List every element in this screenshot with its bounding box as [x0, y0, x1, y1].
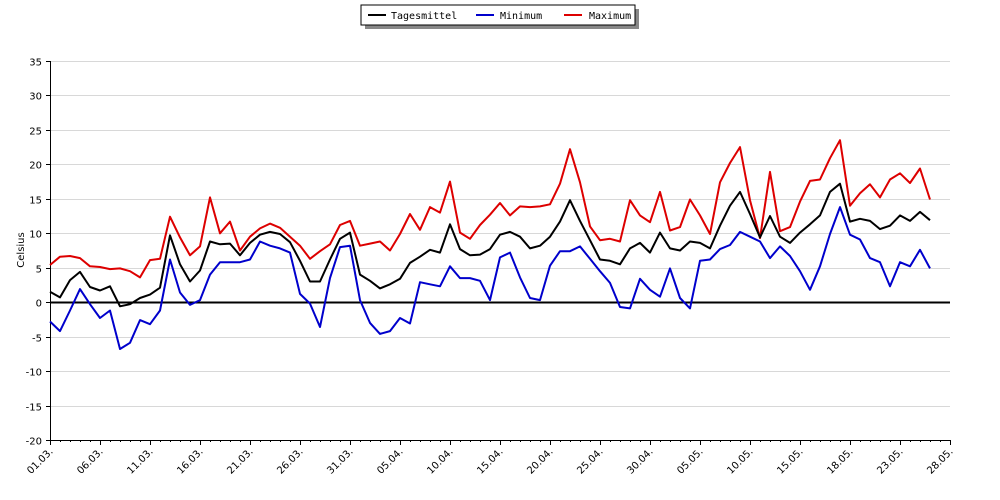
x-tick-label: 11.03. [125, 446, 155, 476]
x-tick-label: 06.03. [75, 446, 105, 476]
x-tick-label: 28.05. [925, 446, 955, 476]
x-tick-label: 31.03. [325, 446, 355, 476]
x-tick-label: 26.03. [275, 446, 305, 476]
y-tick-label: 30 [29, 92, 42, 103]
x-tick-label: 20.04. [525, 446, 555, 476]
series-line-minimum [49, 206, 931, 350]
x-axis: 01.03. 06.03. 11.03. 16.03. 21.03. 26.03. 31.0… [25, 440, 956, 477]
series-line-maximum [49, 139, 931, 279]
legend-box [360, 4, 636, 26]
y-tick-label: 35 [29, 58, 42, 69]
x-tick-label: 21.03. [225, 446, 255, 476]
y-tick-label: 15 [29, 196, 42, 207]
series-line-tagesmittel [49, 182, 931, 308]
series-lines [49, 139, 931, 350]
x-tick-label: 18.05. [825, 446, 855, 476]
y-tick-label: 10 [29, 230, 42, 241]
y-tick-label: 20 [29, 161, 42, 172]
y-tick-label: 5 [36, 265, 42, 276]
x-tick-label: 25.04. [575, 446, 605, 476]
x-tick-label: 23.05. [875, 446, 905, 476]
y-tick-label: -5 [32, 334, 42, 345]
y-tick-label: -15 [26, 403, 42, 414]
x-tick-label: 15.05. [775, 446, 805, 476]
x-tick-label: 10.05. [725, 446, 755, 476]
y-tick-label: 25 [29, 127, 42, 138]
x-tick-label: 05.05. [675, 446, 705, 476]
y-tick-label: 0 [36, 299, 42, 310]
legend-label-minimum: Minimum [500, 11, 542, 22]
x-tick-label: 15.04. [475, 446, 505, 476]
x-tick-label: 10.04. [425, 446, 455, 476]
x-tick-label: 16.03. [175, 446, 205, 476]
legend-label-maximum: Maximum [589, 11, 631, 22]
gridlines [50, 61, 950, 441]
legend: Tagesmittel Minimum Maximum [360, 4, 639, 29]
y-tick-label: -10 [26, 368, 42, 379]
y-axis-title: Celsius [16, 232, 27, 267]
x-tick-label: 05.04. [375, 446, 405, 476]
x-tick-label: 01.03. [25, 446, 55, 476]
y-tick-label: -20 [26, 437, 42, 448]
y-axis: -20 -15 -10 -5 0 5 10 15 20 25 30 35 [26, 58, 51, 448]
legend-label-tagesmittel: Tagesmittel [391, 11, 457, 22]
x-tick-label: 30.04. [625, 446, 655, 476]
